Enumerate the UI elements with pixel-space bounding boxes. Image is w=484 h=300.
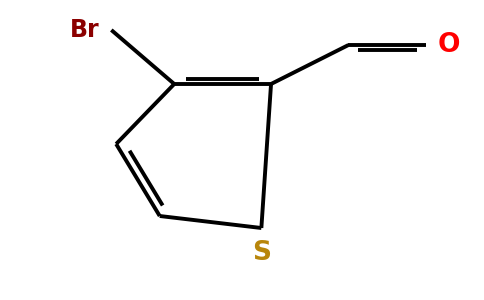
- Text: O: O: [438, 32, 460, 58]
- Text: S: S: [252, 240, 271, 266]
- Text: Br: Br: [70, 18, 99, 42]
